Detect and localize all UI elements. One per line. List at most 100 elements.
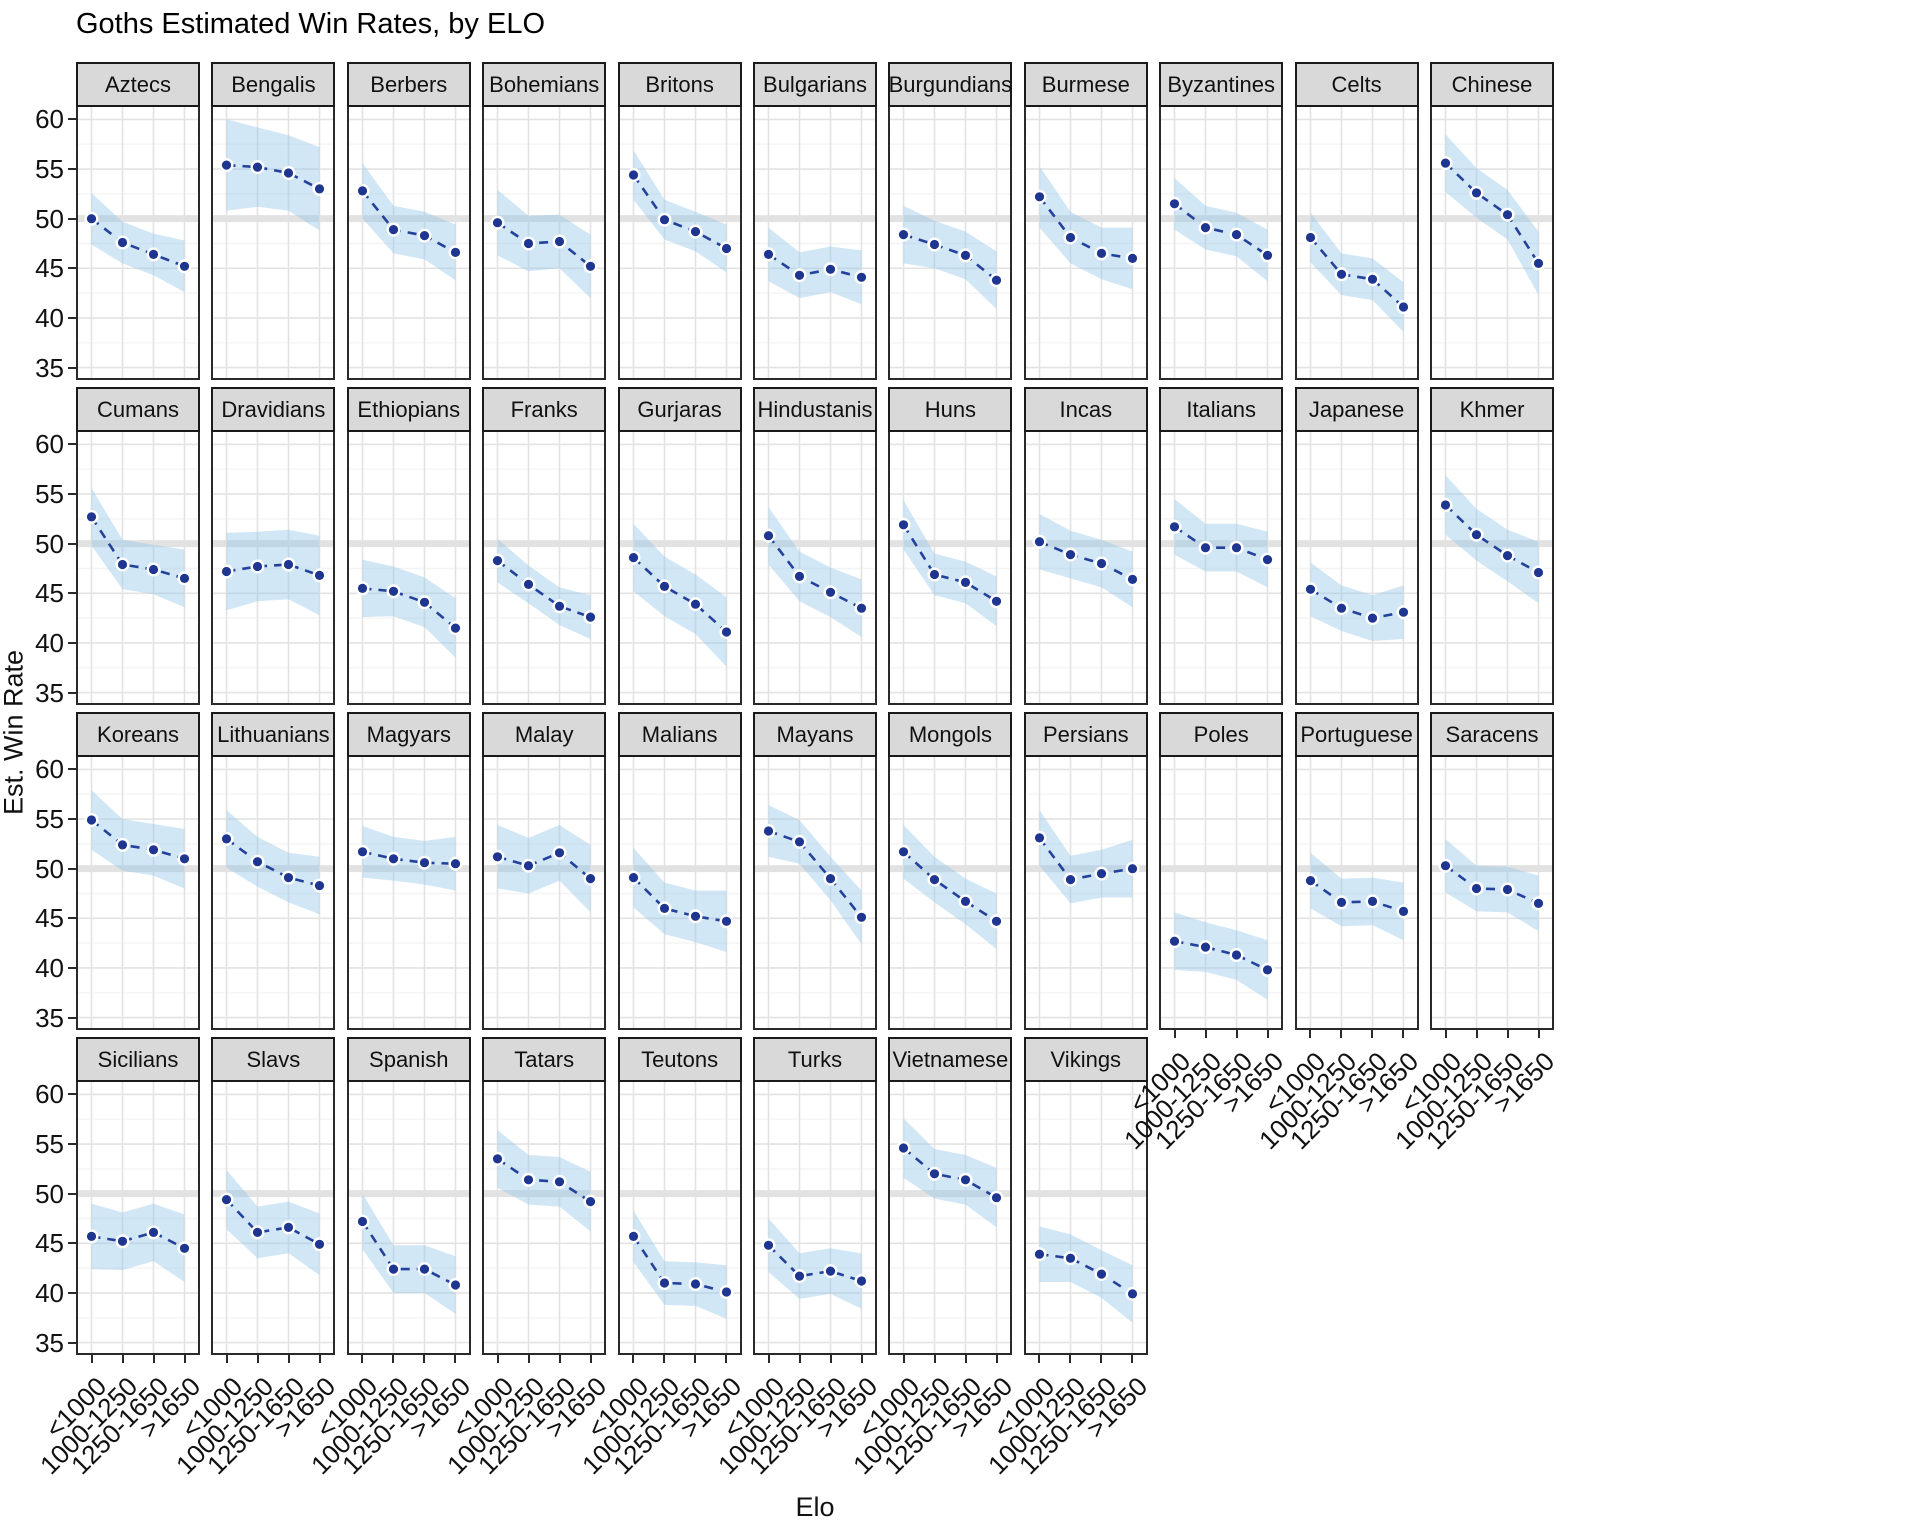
facet-strip-label: Britons — [617, 62, 742, 107]
facet-panel — [76, 107, 202, 380]
facet-bohemians: Bohemians — [482, 62, 609, 380]
x-tick-mark — [934, 1355, 936, 1363]
y-tick-label: 55 — [35, 479, 64, 509]
x-tick-mark — [226, 1355, 228, 1363]
x-tick-mark — [996, 1355, 998, 1363]
y-tick-mark — [68, 1093, 76, 1095]
x-tick-mark — [319, 1355, 321, 1363]
facet-panel — [482, 107, 609, 380]
facet-celts: Celts — [1294, 62, 1421, 380]
facet-panel — [1430, 432, 1556, 705]
x-tick-mark — [590, 1355, 592, 1363]
x-tick-mark — [1371, 1030, 1373, 1038]
facet-chinese: Chinese — [1430, 62, 1556, 380]
facet-teutons: Teutons — [617, 1037, 744, 1355]
facet-poles: Poles — [1159, 712, 1286, 1030]
facet-vietnamese: Vietnamese — [888, 1037, 1015, 1355]
x-tick-mark — [528, 1355, 530, 1363]
facet-spanish: Spanish — [346, 1037, 473, 1355]
y-tick-label: 40 — [35, 1278, 64, 1308]
facet-strip-label: Italians — [1159, 387, 1284, 432]
facet-panel — [211, 107, 338, 380]
facet-strip-label: Malay — [482, 712, 607, 757]
facet-strip-label: Khmer — [1430, 387, 1554, 432]
facet-huns: Huns — [888, 387, 1015, 705]
x-tick-mark — [1267, 1030, 1269, 1038]
y-tick-label: 55 — [35, 804, 64, 834]
facet-strip-label: Bohemians — [482, 62, 607, 107]
facet-strip-label: Saracens — [1430, 712, 1554, 757]
x-tick-mark — [1038, 1355, 1040, 1363]
y-tick-label: 35 — [35, 1328, 64, 1358]
facet-panel — [1023, 107, 1150, 380]
facet-panel — [346, 432, 473, 705]
y-tick-mark — [68, 168, 76, 170]
facet-panel — [482, 1082, 609, 1355]
y-tick-mark — [68, 917, 76, 919]
facet-incas: Incas — [1023, 387, 1150, 705]
facet-japanese: Japanese — [1294, 387, 1421, 705]
x-tick-mark — [1309, 1030, 1311, 1038]
y-tick-mark — [68, 443, 76, 445]
facet-panel — [346, 757, 473, 1030]
facet-cumans: Cumans — [76, 387, 202, 705]
facet-italians: Italians — [1159, 387, 1286, 705]
facet-saracens: Saracens — [1430, 712, 1556, 1030]
y-tick-label: 45 — [35, 1228, 64, 1258]
y-tick-mark — [68, 1342, 76, 1344]
facet-panel — [1023, 432, 1150, 705]
facet-panel — [888, 432, 1015, 705]
facet-strip-label: Turks — [753, 1037, 877, 1082]
facet-ethiopians: Ethiopians — [346, 387, 473, 705]
facet-portuguese: Portuguese — [1294, 712, 1421, 1030]
y-tick-mark — [68, 317, 76, 319]
x-tick-mark — [1476, 1030, 1478, 1038]
facet-strip-label: Koreans — [76, 712, 200, 757]
x-tick-mark — [965, 1355, 967, 1363]
y-tick-mark — [68, 267, 76, 269]
x-tick-mark — [361, 1355, 363, 1363]
y-tick-label: 60 — [35, 104, 64, 134]
facet-burmese: Burmese — [1023, 62, 1150, 380]
y-tick-label: 40 — [35, 303, 64, 333]
facet-strip-label: Vietnamese — [888, 1037, 1013, 1082]
x-tick-mark — [559, 1355, 561, 1363]
y-tick-label: 60 — [35, 754, 64, 784]
y-tick-mark — [68, 967, 76, 969]
x-tick-mark — [1174, 1030, 1176, 1038]
y-tick-mark — [68, 1193, 76, 1195]
facet-panel — [211, 757, 338, 1030]
x-tick-mark — [1131, 1355, 1133, 1363]
facet-strip-label: Gurjaras — [617, 387, 742, 432]
y-tick-mark — [68, 1292, 76, 1294]
facet-panel — [617, 1082, 744, 1355]
y-tick-label: 35 — [35, 678, 64, 708]
facet-panel — [211, 432, 338, 705]
facet-panel — [1430, 107, 1556, 380]
x-tick-mark — [454, 1355, 456, 1363]
y-tick-mark — [68, 868, 76, 870]
facet-strip-label: Bengalis — [211, 62, 336, 107]
facet-strip-label: Vikings — [1023, 1037, 1148, 1082]
y-tick-label: 55 — [35, 1129, 64, 1159]
x-tick-mark — [184, 1355, 186, 1363]
facet-strip-label: Portuguese — [1294, 712, 1419, 757]
x-tick-mark — [1507, 1030, 1509, 1038]
y-tick-mark — [68, 1017, 76, 1019]
facet-panel — [346, 1082, 473, 1355]
facet-strip-label: Lithuanians — [211, 712, 336, 757]
x-tick-mark — [799, 1355, 801, 1363]
x-tick-mark — [725, 1355, 727, 1363]
x-tick-mark — [663, 1355, 665, 1363]
facet-sicilians: Sicilians — [76, 1037, 202, 1355]
facet-panel — [76, 757, 202, 1030]
facet-strip-label: Burmese — [1023, 62, 1148, 107]
facet-mayans: Mayans — [753, 712, 879, 1030]
x-tick-mark — [288, 1355, 290, 1363]
facet-strip-label: Persians — [1023, 712, 1148, 757]
facet-panel — [482, 757, 609, 1030]
facet-panel — [1159, 107, 1286, 380]
facet-panel — [888, 757, 1015, 1030]
facet-strip-label: Huns — [888, 387, 1013, 432]
facet-berbers: Berbers — [346, 62, 473, 380]
